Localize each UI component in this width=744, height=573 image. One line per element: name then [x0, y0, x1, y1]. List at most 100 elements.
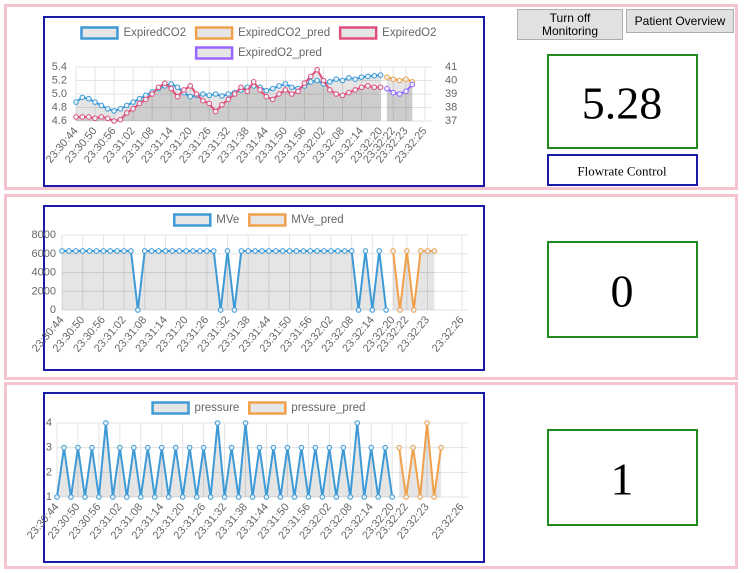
flowrate-control-label[interactable]: Flowrate Control: [577, 164, 667, 179]
point: [75, 444, 81, 451]
point: [155, 84, 162, 91]
point: [61, 444, 67, 451]
point: [114, 248, 120, 254]
point: [123, 110, 130, 116]
point: [348, 248, 355, 254]
panel: [4, 4, 738, 190]
point: [327, 87, 333, 93]
point: [54, 494, 60, 500]
point: [288, 91, 295, 97]
point: [376, 248, 383, 254]
monitoring-button[interactable]: Turn off Monitoring: [517, 9, 623, 40]
point: [409, 81, 416, 88]
point: [288, 84, 295, 91]
point: [155, 248, 162, 254]
point: [228, 444, 235, 451]
point: [104, 106, 111, 112]
point: [59, 248, 65, 254]
point: [169, 248, 176, 254]
point: [365, 73, 371, 80]
point: [79, 94, 86, 101]
display-value: 5.28: [582, 78, 663, 129]
y-tick-label: 6000: [32, 248, 56, 260]
point: [403, 494, 409, 500]
point: [219, 93, 225, 99]
chart-frame: [43, 16, 485, 187]
point: [307, 79, 314, 85]
point: [352, 76, 359, 82]
point: [438, 444, 444, 451]
legend-label: MVe: [216, 214, 239, 226]
point: [187, 93, 194, 100]
point: [410, 307, 417, 313]
point: [117, 116, 124, 123]
point: [396, 91, 403, 97]
point: [389, 494, 395, 500]
point: [181, 87, 187, 93]
point: [130, 99, 136, 105]
point: [390, 248, 396, 254]
point: [137, 494, 144, 500]
flowrate-control[interactable]: [547, 154, 698, 186]
point: [276, 91, 282, 97]
point: [390, 76, 397, 82]
point: [305, 494, 312, 500]
y-tick-label: 0: [50, 304, 56, 316]
point: [382, 444, 388, 451]
point: [250, 79, 257, 85]
legend-swatch: [80, 26, 119, 40]
display-box: [547, 54, 698, 149]
display-box: [547, 429, 698, 526]
point: [270, 444, 277, 451]
point: [339, 77, 346, 84]
point: [238, 248, 245, 254]
point: [276, 83, 282, 89]
x-tick-label: 23:32:26: [430, 501, 467, 542]
y-tick-label: 1: [46, 491, 52, 503]
point: [263, 494, 270, 500]
area: [393, 250, 435, 310]
point: [266, 248, 272, 254]
point: [128, 248, 134, 254]
point: [144, 444, 151, 451]
overview-button[interactable]: Patient Overview: [626, 9, 734, 33]
point: [200, 444, 207, 451]
point: [424, 420, 430, 426]
point: [279, 248, 286, 254]
area: [57, 423, 393, 497]
point: [141, 248, 148, 254]
point: [346, 89, 352, 96]
point: [417, 248, 424, 254]
point: [136, 95, 143, 102]
point: [143, 96, 149, 103]
legend-swatch: [194, 46, 234, 60]
point: [123, 102, 130, 109]
point: [424, 248, 431, 254]
point: [238, 84, 244, 91]
y-tick-label: 4: [46, 417, 52, 429]
point: [320, 77, 327, 84]
point: [368, 444, 375, 451]
point: [103, 420, 109, 426]
point: [341, 248, 348, 254]
point: [224, 248, 231, 254]
legend-label: pressure_pred: [291, 402, 365, 414]
legend-swatch: [194, 26, 234, 40]
point: [371, 72, 378, 79]
point: [249, 494, 256, 500]
point: [384, 85, 390, 92]
y-tick-label: 4000: [32, 267, 56, 279]
point: [107, 248, 114, 254]
point: [284, 444, 291, 451]
point: [148, 248, 155, 254]
point: [124, 494, 130, 500]
point: [168, 81, 174, 87]
point: [217, 307, 224, 313]
display-value: 0: [611, 266, 634, 317]
point: [162, 248, 169, 254]
area: [386, 77, 413, 121]
point: [235, 494, 242, 500]
point: [98, 102, 105, 109]
point: [358, 84, 365, 91]
point: [397, 307, 403, 313]
